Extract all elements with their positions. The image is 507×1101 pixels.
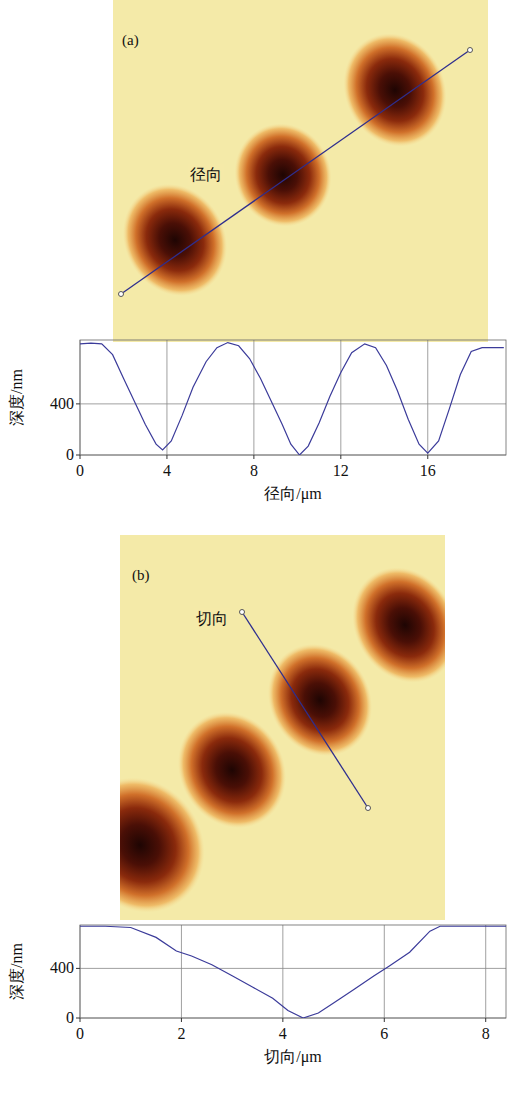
tick-label: 400 bbox=[50, 395, 74, 412]
profile-end bbox=[468, 48, 473, 53]
tick-label: 0 bbox=[76, 462, 84, 479]
tick-mark bbox=[253, 455, 254, 459]
tick-mark bbox=[76, 1018, 80, 1019]
afm-image bbox=[120, 535, 445, 920]
grid-line bbox=[340, 340, 341, 455]
plot-data bbox=[80, 343, 504, 455]
axis-title: 切向/μm bbox=[264, 1048, 322, 1066]
panel: (a) 径向 0 4 8 12 16 0 400 径向/μm 深度/nm bbox=[8, 0, 506, 503]
figure: (a) 径向 0 4 8 12 16 0 400 径向/μm 深度/nm (b) 切向 0 2 4 6 8 0 400… bbox=[0, 0, 507, 1101]
tick-mark bbox=[181, 1018, 182, 1022]
pit bbox=[325, 16, 465, 163]
pit bbox=[113, 165, 247, 315]
tick-mark bbox=[166, 455, 167, 459]
grid-line bbox=[485, 925, 486, 1018]
plot-frame bbox=[80, 340, 506, 455]
pit bbox=[332, 548, 445, 702]
profile-line bbox=[121, 50, 470, 294]
annotation: 切向 bbox=[196, 609, 228, 628]
annotation: 径向 bbox=[190, 165, 222, 184]
label-patch bbox=[194, 608, 230, 629]
tick-label: 6 bbox=[380, 1025, 388, 1042]
profile-curve bbox=[80, 343, 504, 455]
tick-mark bbox=[76, 455, 80, 456]
grid-line bbox=[384, 925, 385, 1018]
tick-label: 12 bbox=[333, 462, 349, 479]
axes: 0 2 4 6 8 0 400 切向/μm 深度/nm bbox=[8, 925, 506, 1066]
tick-mark bbox=[427, 455, 428, 459]
tick-mark bbox=[80, 455, 81, 459]
tick-mark bbox=[76, 403, 80, 404]
tick-mark bbox=[384, 1018, 385, 1022]
axis-title: 径向/μm bbox=[264, 485, 322, 503]
tick-mark bbox=[485, 1018, 486, 1022]
grid-line bbox=[181, 925, 182, 1018]
profile-end bbox=[366, 806, 371, 811]
tick-label: 4 bbox=[163, 462, 171, 479]
panel-label: (a) bbox=[122, 32, 139, 49]
plot-frame bbox=[80, 925, 506, 1018]
axes: 0 4 8 12 16 0 400 径向/μm 深度/nm bbox=[8, 340, 506, 503]
profile-line bbox=[242, 612, 368, 808]
pit bbox=[220, 110, 346, 241]
axis-title: 深度/nm bbox=[8, 369, 25, 426]
tick-mark bbox=[282, 1018, 283, 1022]
plot-data bbox=[80, 926, 506, 1018]
profile-curve bbox=[80, 926, 506, 1018]
tick-mark bbox=[80, 1018, 81, 1022]
panel: (b) 切向 0 2 4 6 8 0 400 切向/μm 深度/nm bbox=[8, 535, 506, 1066]
grid-line bbox=[80, 968, 506, 969]
tick-label: 400 bbox=[50, 959, 74, 976]
tick-label: 8 bbox=[482, 1025, 490, 1042]
axis-title: 深度/nm bbox=[8, 943, 25, 1000]
grid-line bbox=[253, 340, 254, 455]
grid-line bbox=[427, 340, 428, 455]
tick-label: 0 bbox=[66, 1009, 74, 1026]
tick-label: 16 bbox=[420, 462, 436, 479]
tick-label: 8 bbox=[250, 462, 258, 479]
panel-label: (b) bbox=[132, 567, 150, 584]
tick-label: 0 bbox=[76, 1025, 84, 1042]
grid-line bbox=[282, 925, 283, 1018]
grid-line bbox=[80, 403, 506, 404]
tick-mark bbox=[76, 968, 80, 969]
profile-end bbox=[119, 292, 124, 297]
grid-line bbox=[166, 340, 167, 455]
tick-mark bbox=[340, 455, 341, 459]
profile-end bbox=[240, 610, 245, 615]
tick-label: 4 bbox=[279, 1025, 287, 1042]
tick-label: 2 bbox=[177, 1025, 185, 1042]
afm-image bbox=[113, 0, 488, 342]
label-patch bbox=[188, 164, 224, 185]
tick-label: 0 bbox=[66, 446, 74, 463]
